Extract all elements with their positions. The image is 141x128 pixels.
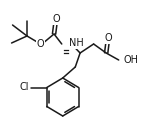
- Text: NH: NH: [69, 38, 83, 48]
- Text: O: O: [52, 14, 60, 24]
- Text: O: O: [37, 39, 44, 49]
- Text: OH: OH: [124, 55, 138, 65]
- Text: Cl: Cl: [20, 83, 29, 93]
- Text: O: O: [104, 33, 112, 43]
